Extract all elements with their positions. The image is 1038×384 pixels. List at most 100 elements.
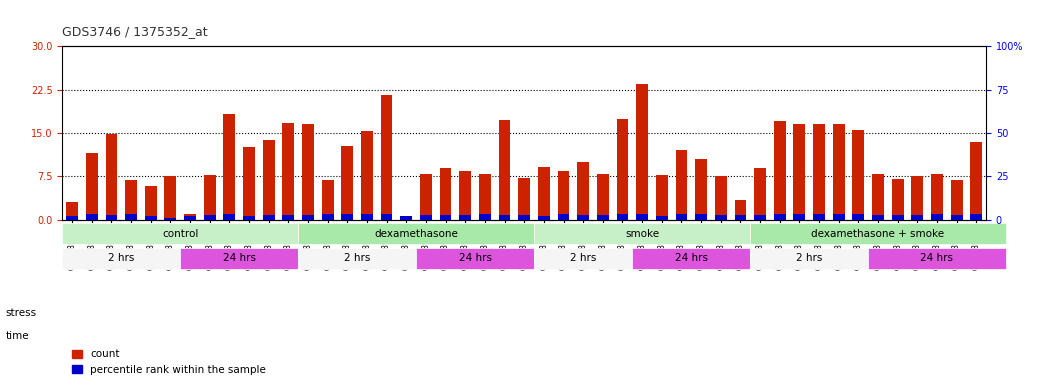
- Bar: [676, 214, 687, 220]
- Bar: [203, 175, 216, 220]
- Text: dexamethasone: dexamethasone: [374, 229, 458, 239]
- Bar: [401, 215, 412, 220]
- Bar: [282, 215, 294, 220]
- Bar: [755, 168, 766, 220]
- Bar: [342, 146, 353, 220]
- Bar: [66, 217, 78, 220]
- Bar: [951, 180, 962, 220]
- FancyBboxPatch shape: [868, 248, 1006, 269]
- Bar: [577, 215, 589, 220]
- Bar: [971, 142, 982, 220]
- Bar: [126, 180, 137, 220]
- Bar: [656, 215, 667, 220]
- Bar: [813, 214, 825, 220]
- Bar: [223, 214, 236, 220]
- Bar: [518, 215, 530, 220]
- Bar: [793, 124, 805, 220]
- Bar: [695, 214, 707, 220]
- Bar: [282, 122, 294, 220]
- Bar: [617, 214, 628, 220]
- Bar: [106, 134, 117, 220]
- Bar: [557, 214, 570, 220]
- Bar: [617, 119, 628, 220]
- Bar: [263, 140, 275, 220]
- FancyBboxPatch shape: [632, 248, 750, 269]
- Bar: [440, 168, 452, 220]
- FancyBboxPatch shape: [534, 223, 750, 244]
- Bar: [164, 176, 176, 220]
- Bar: [342, 214, 353, 220]
- Bar: [145, 215, 157, 220]
- Text: 24 hrs: 24 hrs: [921, 253, 954, 263]
- Bar: [479, 214, 491, 220]
- Bar: [656, 175, 667, 220]
- Text: 2 hrs: 2 hrs: [570, 253, 597, 263]
- Bar: [813, 124, 825, 220]
- Bar: [479, 174, 491, 220]
- Text: 2 hrs: 2 hrs: [344, 253, 371, 263]
- FancyBboxPatch shape: [750, 248, 868, 269]
- Text: GDS3746 / 1375352_at: GDS3746 / 1375352_at: [62, 25, 208, 38]
- Text: 2 hrs: 2 hrs: [796, 253, 822, 263]
- Bar: [755, 215, 766, 220]
- Bar: [184, 214, 196, 220]
- Bar: [911, 215, 923, 220]
- Bar: [263, 215, 275, 220]
- Bar: [597, 215, 608, 220]
- Bar: [164, 218, 176, 220]
- Text: 24 hrs: 24 hrs: [675, 253, 708, 263]
- Text: time: time: [5, 331, 29, 341]
- Bar: [460, 170, 471, 220]
- Bar: [676, 151, 687, 220]
- Text: stress: stress: [5, 308, 36, 318]
- Bar: [715, 176, 727, 220]
- Bar: [852, 130, 865, 220]
- Bar: [381, 214, 392, 220]
- Bar: [322, 214, 333, 220]
- Bar: [951, 215, 962, 220]
- Bar: [773, 121, 786, 220]
- Bar: [401, 218, 412, 220]
- Bar: [793, 214, 805, 220]
- Bar: [852, 214, 865, 220]
- Bar: [892, 179, 903, 220]
- Bar: [145, 186, 157, 220]
- Bar: [872, 215, 884, 220]
- Bar: [243, 147, 255, 220]
- Bar: [931, 214, 943, 220]
- FancyBboxPatch shape: [534, 248, 632, 269]
- Bar: [322, 180, 333, 220]
- Bar: [832, 124, 845, 220]
- Bar: [184, 215, 196, 220]
- Bar: [243, 215, 255, 220]
- Bar: [557, 170, 570, 220]
- Bar: [381, 95, 392, 220]
- Bar: [86, 214, 98, 220]
- Text: 24 hrs: 24 hrs: [223, 253, 255, 263]
- Bar: [892, 215, 903, 220]
- Text: dexamethasone + smoke: dexamethasone + smoke: [812, 229, 945, 239]
- Bar: [440, 215, 452, 220]
- Bar: [498, 120, 511, 220]
- Bar: [695, 159, 707, 220]
- Bar: [538, 167, 550, 220]
- Bar: [420, 215, 432, 220]
- Bar: [577, 162, 589, 220]
- Bar: [735, 215, 746, 220]
- FancyBboxPatch shape: [750, 223, 1006, 244]
- Bar: [832, 214, 845, 220]
- Bar: [460, 215, 471, 220]
- Bar: [126, 214, 137, 220]
- FancyBboxPatch shape: [298, 223, 534, 244]
- FancyBboxPatch shape: [298, 248, 416, 269]
- Legend: count, percentile rank within the sample: count, percentile rank within the sample: [67, 345, 271, 379]
- Text: 24 hrs: 24 hrs: [459, 253, 492, 263]
- Bar: [106, 215, 117, 220]
- Bar: [538, 215, 550, 220]
- Bar: [66, 202, 78, 220]
- Bar: [361, 131, 373, 220]
- FancyBboxPatch shape: [181, 248, 298, 269]
- Bar: [203, 215, 216, 220]
- Bar: [911, 176, 923, 220]
- Bar: [518, 178, 530, 220]
